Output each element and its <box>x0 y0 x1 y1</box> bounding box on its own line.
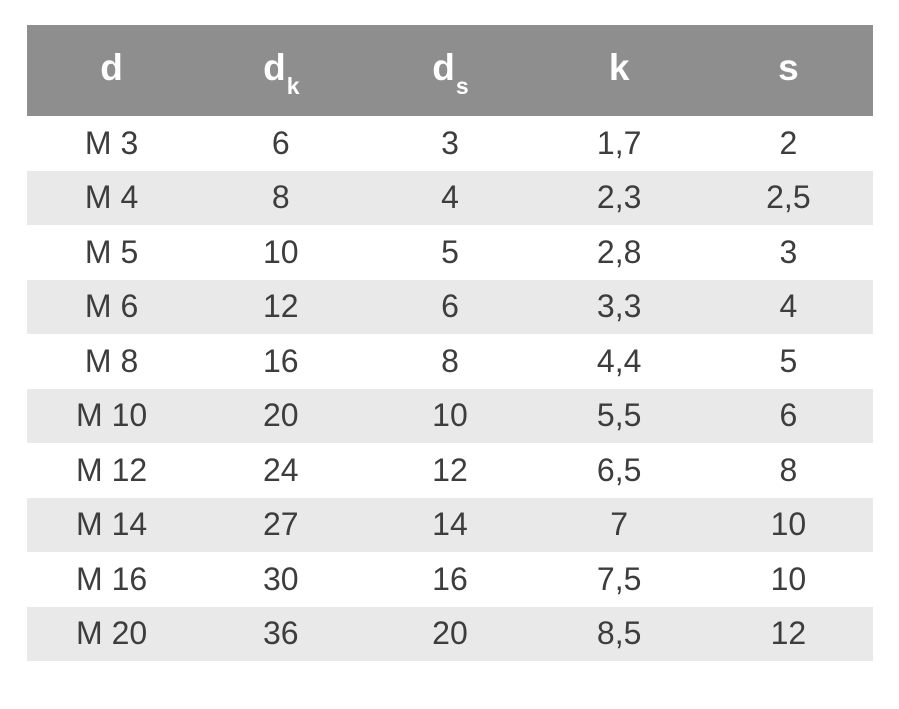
table-row: M 3 6 3 1,7 2 <box>27 116 873 171</box>
cell-value: 8,5 <box>534 606 704 661</box>
cell-value: 16 <box>196 334 366 389</box>
cell-value: 20 <box>196 388 366 443</box>
cell-value: 6 <box>196 116 366 171</box>
cell-value: 5,5 <box>534 388 704 443</box>
column-header-s: s <box>703 25 873 116</box>
cell-value: 10 <box>196 225 366 280</box>
cell-value: 4,4 <box>534 334 704 389</box>
cell-value: 1,7 <box>534 116 704 171</box>
cell-thread-size: M 4 <box>27 170 197 225</box>
column-header-k: k <box>534 25 704 116</box>
table-row: M 12 24 12 6,5 8 <box>27 443 873 498</box>
cell-value: 10 <box>703 497 873 552</box>
table-row: M 4 8 4 2,3 2,5 <box>27 170 873 225</box>
cell-thread-size: M 14 <box>27 497 197 552</box>
table-row: M 5 10 5 2,8 3 <box>27 225 873 280</box>
cell-value: 36 <box>196 606 366 661</box>
cell-value: 8 <box>703 443 873 498</box>
table-row: M 14 27 14 7 10 <box>27 497 873 552</box>
cell-thread-size: M 5 <box>27 225 197 280</box>
cell-value: 20 <box>365 606 535 661</box>
cell-value: 27 <box>196 497 366 552</box>
table-header: d dk ds k s <box>27 25 873 116</box>
cell-thread-size: M 12 <box>27 443 197 498</box>
cell-value: 5 <box>365 225 535 280</box>
cell-value: 24 <box>196 443 366 498</box>
cell-value: 8 <box>196 170 366 225</box>
cell-value: 2,3 <box>534 170 704 225</box>
cell-value: 16 <box>365 552 535 607</box>
cell-value: 12 <box>196 279 366 334</box>
cell-thread-size: M 8 <box>27 334 197 389</box>
header-row: d dk ds k s <box>27 25 873 116</box>
table-row: M 16 30 16 7,5 10 <box>27 552 873 607</box>
cell-thread-size: M 3 <box>27 116 197 171</box>
cell-value: 3,3 <box>534 279 704 334</box>
cell-value: 12 <box>703 606 873 661</box>
cell-thread-size: M 10 <box>27 388 197 443</box>
table-body: M 3 6 3 1,7 2 M 4 8 4 2,3 2,5 M 5 10 5 2,8 3 M 6 12 6 3,3 4… <box>27 116 873 661</box>
table-row: M 10 20 10 5,5 6 <box>27 388 873 443</box>
cell-thread-size: M 6 <box>27 279 197 334</box>
table-row: M 8 16 8 4,4 5 <box>27 334 873 389</box>
cell-value: 6 <box>365 279 535 334</box>
table-row: M 20 36 20 8,5 12 <box>27 606 873 661</box>
cell-value: 30 <box>196 552 366 607</box>
cell-value: 14 <box>365 497 535 552</box>
cell-value: 7 <box>534 497 704 552</box>
cell-value: 2,5 <box>703 170 873 225</box>
cell-value: 5 <box>703 334 873 389</box>
cell-value: 2 <box>703 116 873 171</box>
cell-value: 6,5 <box>534 443 704 498</box>
cell-value: 3 <box>703 225 873 280</box>
cell-value: 3 <box>365 116 535 171</box>
cell-value: 6 <box>703 388 873 443</box>
screw-dimension-table: d dk ds k s M 3 6 3 1,7 2 M 4 8 4 2,3 2,5 M 5 10 5 2,… <box>27 25 873 661</box>
cell-value: 8 <box>365 334 535 389</box>
cell-value: 10 <box>365 388 535 443</box>
table-row: M 6 12 6 3,3 4 <box>27 279 873 334</box>
cell-value: 7,5 <box>534 552 704 607</box>
cell-value: 2,8 <box>534 225 704 280</box>
screw-dimension-table-wrap: d dk ds k s M 3 6 3 1,7 2 M 4 8 4 2,3 2,5 M 5 10 5 2,… <box>27 25 873 661</box>
cell-value: 12 <box>365 443 535 498</box>
cell-value: 4 <box>365 170 535 225</box>
column-header-dk: dk <box>196 25 366 116</box>
column-header-ds: ds <box>365 25 535 116</box>
cell-thread-size: M 20 <box>27 606 197 661</box>
cell-thread-size: M 16 <box>27 552 197 607</box>
column-header-d: d <box>27 25 197 116</box>
cell-value: 10 <box>703 552 873 607</box>
cell-value: 4 <box>703 279 873 334</box>
